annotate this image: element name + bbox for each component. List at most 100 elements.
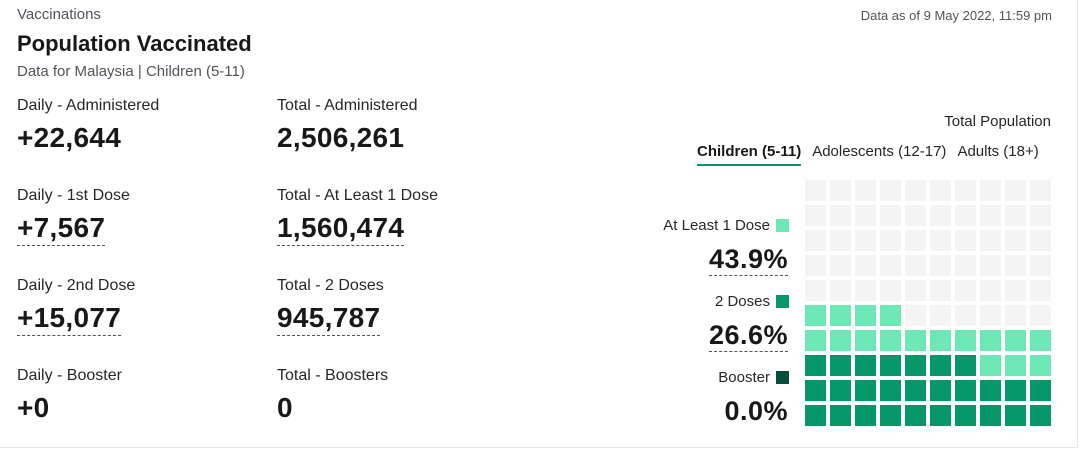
waffle-cell-2-doses (930, 380, 951, 401)
waffle-cell-empty (880, 180, 901, 201)
waffle-cell-empty (955, 230, 976, 251)
waffle-cell-empty (1005, 255, 1026, 276)
waffle-cell-at-least-1 (880, 330, 901, 351)
waffle-cell-empty (930, 280, 951, 301)
waffle-cell-empty (930, 230, 951, 251)
page-subtitle: Data for Malaysia | Children (5-11) (17, 63, 245, 80)
waffle-cell-empty (1005, 205, 1026, 226)
stat-daily-first-dose: Daily - 1st Dose +7,567 (17, 187, 130, 246)
waffle-cell-empty (980, 230, 1001, 251)
waffle-cell-at-least-1 (980, 330, 1001, 351)
stat-value: 2,506,261 (277, 122, 405, 153)
waffle-cell-at-least-1 (930, 330, 951, 351)
waffle-cell-empty (955, 205, 976, 226)
waffle-chart (805, 180, 1051, 426)
waffle-cell-empty (880, 205, 901, 226)
waffle-cell-2-doses (855, 405, 876, 426)
waffle-cell-2-doses (805, 380, 826, 401)
waffle-cell-2-doses (1005, 405, 1026, 426)
waffle-cell-at-least-1 (830, 330, 851, 351)
waffle-cell-empty (880, 230, 901, 251)
waffle-cell-2-doses (930, 405, 951, 426)
waffle-cell-empty (855, 205, 876, 226)
stat-label: Daily - Administered (17, 97, 160, 114)
waffle-cell-at-least-1 (805, 305, 826, 326)
waffle-cell-at-least-1 (955, 330, 976, 351)
pct-2-doses[interactable]: 26.6% (708, 320, 788, 352)
stat-daily-administered: Daily - Administered +22,644 (17, 97, 159, 155)
stat-value-tooltip[interactable]: 945,787 (277, 301, 381, 336)
waffle-cell-empty (855, 180, 876, 201)
waffle-cell-empty (905, 305, 926, 326)
waffle-cell-empty (980, 255, 1001, 276)
waffle-cell-2-doses (980, 380, 1001, 401)
waffle-cell-empty (905, 230, 926, 251)
waffle-cell-empty (880, 280, 901, 301)
waffle-cell-2-doses (830, 380, 851, 401)
stat-value-tooltip[interactable]: 1,560,474 (277, 211, 405, 246)
waffle-cell-empty (1030, 255, 1051, 276)
waffle-cell-empty (930, 305, 951, 326)
waffle-cell-empty (955, 255, 976, 276)
waffle-cell-empty (1030, 280, 1051, 301)
waffle-cell-2-doses (880, 380, 901, 401)
waffle-cell-2-doses (855, 355, 876, 376)
waffle-cell-at-least-1 (980, 355, 1001, 376)
waffle-cell-2-doses (905, 355, 926, 376)
waffle-cell-empty (830, 230, 851, 251)
waffle-cell-at-least-1 (1030, 330, 1051, 351)
tab-children[interactable]: Children (5-11) (697, 143, 802, 166)
waffle-cell-2-doses (830, 405, 851, 426)
legend-2-doses: 2 Doses (715, 293, 789, 310)
waffle-cell-at-least-1 (830, 305, 851, 326)
waffle-cell-empty (955, 280, 976, 301)
waffle-cell-empty (1005, 280, 1026, 301)
stat-value-tooltip[interactable]: +15,077 (17, 301, 122, 336)
stat-label: Total - 2 Doses (277, 277, 384, 294)
waffle-cell-empty (805, 180, 826, 201)
stat-label: Total - Administered (277, 97, 418, 114)
tab-adolescents[interactable]: Adolescents (12-17) (812, 143, 947, 160)
waffle-cell-empty (830, 255, 851, 276)
legend-label: Booster (718, 369, 770, 386)
stat-value: +22,644 (17, 122, 122, 153)
waffle-cell-2-doses (955, 405, 976, 426)
waffle-cell-empty (1005, 230, 1026, 251)
legend-at-least-1-dose: At Least 1 Dose (663, 217, 789, 234)
waffle-cell-empty (805, 255, 826, 276)
waffle-cell-empty (1030, 180, 1051, 201)
waffle-cell-empty (805, 230, 826, 251)
waffle-cell-2-doses (980, 405, 1001, 426)
waffle-cell-2-doses (905, 405, 926, 426)
waffle-cell-2-doses (855, 380, 876, 401)
stat-daily-booster: Daily - Booster +0 (17, 367, 122, 425)
waffle-cell-2-doses (880, 405, 901, 426)
waffle-cell-at-least-1 (880, 305, 901, 326)
waffle-cell-empty (805, 205, 826, 226)
waffle-cell-empty (830, 205, 851, 226)
legend-swatch-medium (776, 295, 789, 308)
waffle-cell-empty (930, 255, 951, 276)
waffle-cell-empty (855, 230, 876, 251)
section-label: Vaccinations (17, 6, 101, 23)
legend-label: At Least 1 Dose (663, 217, 770, 234)
waffle-cell-empty (855, 255, 876, 276)
waffle-cell-2-doses (1030, 380, 1051, 401)
waffle-cell-2-doses (1030, 405, 1051, 426)
stat-label: Daily - 1st Dose (17, 187, 130, 204)
waffle-cell-empty (930, 180, 951, 201)
page-title: Population Vaccinated (17, 31, 252, 56)
pct-at-least-1-dose[interactable]: 43.9% (708, 244, 788, 276)
waffle-cell-at-least-1 (855, 330, 876, 351)
waffle-cell-empty (1030, 305, 1051, 326)
stat-total-boosters: Total - Boosters 0 (277, 367, 388, 425)
waffle-cell-2-doses (955, 380, 976, 401)
stat-daily-second-dose: Daily - 2nd Dose +15,077 (17, 277, 135, 336)
stat-label: Total - Boosters (277, 367, 389, 384)
stat-total-second-dose: Total - 2 Doses 945,787 (277, 277, 384, 336)
tab-adults[interactable]: Adults (18+) (957, 143, 1039, 160)
waffle-cell-at-least-1 (1030, 355, 1051, 376)
stat-value-tooltip[interactable]: +7,567 (17, 211, 106, 246)
data-timestamp: Data as of 9 May 2022, 11:59 pm (860, 8, 1052, 23)
legend-swatch-dark (776, 371, 789, 384)
